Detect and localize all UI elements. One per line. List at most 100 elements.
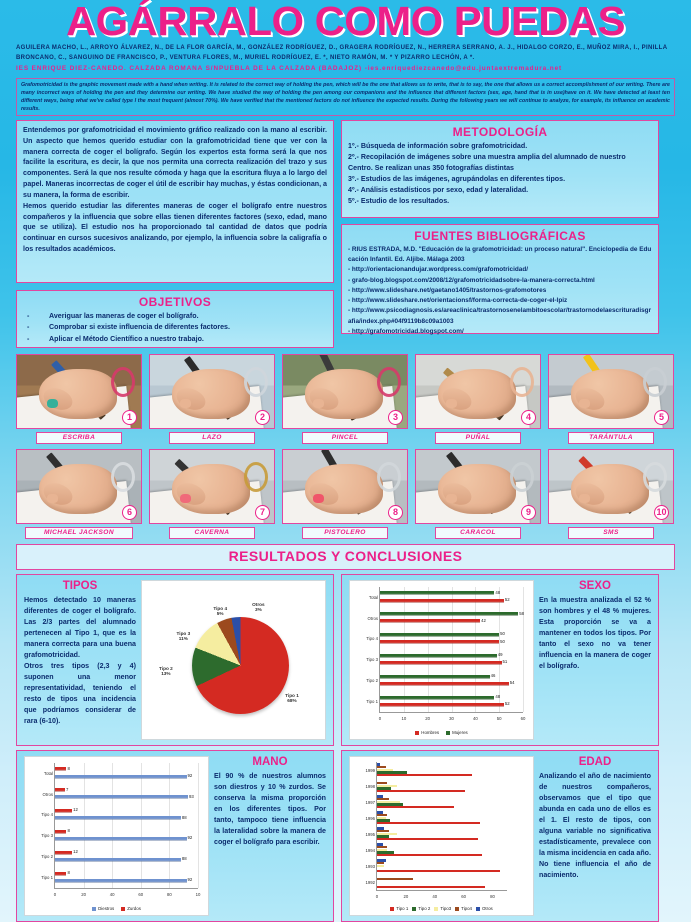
wrist-band: [111, 461, 135, 492]
fingernail: [313, 493, 324, 503]
bar: [55, 857, 181, 862]
photo-number-badge: 1: [122, 409, 137, 425]
bar: [377, 861, 385, 865]
bar: [55, 829, 67, 834]
photo-row: 1 ESCRIBA 2 LAZO 3 PINCEL 4 PUÑAL 5 TARÁNTULA: [16, 353, 675, 444]
axis-tick-label: 20: [403, 893, 409, 899]
hand-grip-photo[interactable]: 10: [548, 448, 674, 524]
bar-value-label: 46: [490, 673, 496, 679]
fingernail: [180, 398, 191, 408]
bar: [377, 864, 385, 867]
category-label: 1992: [365, 879, 375, 885]
hand-grip-photo[interactable]: 4: [415, 353, 541, 429]
list-item[interactable]: - http://www.slideshare.net/gaetano1405/…: [348, 286, 547, 294]
fingernail: [47, 398, 58, 408]
bar-group: Tipo 3 8 92: [41, 825, 198, 846]
hand-grip-photo[interactable]: 8: [282, 448, 408, 524]
bar-value-label: 52: [504, 596, 510, 602]
bar: [377, 845, 388, 849]
results-section-header: RESULTADOS Y CONCLUSIONES: [16, 543, 675, 570]
bar: [377, 838, 479, 841]
bar-group: 1998: [365, 778, 507, 794]
photo-label: SMS: [568, 526, 654, 539]
photo-cell: 8 PISTOLERO: [282, 448, 408, 539]
mano-text-block: MANO El 90 % de nuestros alumnos son die…: [214, 756, 326, 916]
hand-grip-photo[interactable]: 7: [149, 448, 275, 524]
wrist-band: [510, 461, 534, 492]
methodology-panel: METODOLOGÍA 1º.- Búsqueda de información…: [341, 119, 659, 218]
hand-grip-photo[interactable]: 6: [16, 448, 142, 524]
list-item[interactable]: - http://orientacionandujar.wordpress.co…: [348, 266, 529, 274]
bar: [377, 774, 473, 777]
list-item[interactable]: - http://grafomotricidad.blogspot.com/: [348, 327, 464, 335]
category-label: Tipo 1: [366, 698, 378, 704]
list-item: 3º.- Estudios de las imágenes, agrupándo…: [348, 175, 566, 184]
photo-cell: 10 SMS: [548, 448, 674, 539]
tipos-pie-chart: Tipo 1 68% Tipo 2 13% Tipo 3 11% Tipo 4 5% Otros…: [141, 579, 326, 740]
bar: [55, 809, 73, 814]
affiliation-line: IES ENRIQUE DIEZ-CANEDO. CALZADA ROMANA …: [16, 64, 563, 72]
wrist-band: [643, 461, 667, 492]
category-label: 1993: [365, 863, 375, 869]
legend-item: Mujeres: [446, 730, 468, 735]
chart-legend: Diestros Zurdos: [25, 906, 208, 911]
bar: [55, 878, 187, 883]
photo-label: PINCEL: [302, 431, 388, 444]
category-label: Tipo 3: [41, 833, 53, 839]
pie-slice-label: Tipo 2 13%: [159, 665, 173, 677]
category-label: Tipo 2: [41, 854, 53, 860]
photo-grid: 1 ESCRIBA 2 LAZO 3 PINCEL 4 PUÑAL 5 TARÁNTULA 6 MI…: [16, 353, 675, 539]
bar-value-label: 51: [502, 659, 508, 665]
bar-group: 1997: [365, 794, 507, 810]
bar: [380, 695, 495, 700]
fingernail: [579, 493, 590, 503]
bar: [380, 640, 500, 645]
legend-item: Tipo 1: [390, 906, 408, 911]
photo-label: LAZO: [169, 431, 255, 444]
hand-grip-photo[interactable]: 3: [282, 353, 408, 429]
bar: [377, 784, 398, 787]
bar: [377, 797, 389, 801]
bar: [377, 787, 392, 790]
fingernail: [446, 398, 457, 408]
bar-value-label: 52: [504, 701, 510, 707]
list-item[interactable]: - http://www.psicodiagnosis.es/areaclini…: [348, 307, 652, 325]
tipos-paragraph-1: Hemos detectado 10 maneras diferentes de…: [24, 595, 136, 659]
bar: [377, 765, 386, 769]
bar-value-label: 8: [67, 828, 70, 834]
bar: [377, 763, 380, 766]
introduction-panel: Entendemos por grafomotricidad el movimi…: [16, 119, 334, 283]
bar-group: Tipo 3 49 51: [366, 649, 523, 670]
bar: [377, 771, 408, 774]
axis-tick-label: 40: [432, 893, 438, 899]
hand-grip-photo[interactable]: 9: [415, 448, 541, 524]
abstract-box: Grafomotricidad is the graphic movement …: [16, 77, 675, 116]
bar-value-label: 92: [187, 835, 193, 841]
photo-cell: 7 CAVERNA: [149, 448, 275, 539]
axis-tick-label: 0: [375, 893, 379, 899]
category-label: Tipo 4: [366, 636, 378, 642]
photo-number-badge: 10: [654, 504, 669, 520]
fingernail: [446, 493, 457, 503]
bar: [380, 612, 519, 617]
list-item[interactable]: - http://www.slideshare.net/orientacions…: [348, 297, 568, 305]
list-item: 4º.- Análisis estadísticos por sexo, eda…: [348, 186, 529, 195]
hand-grip-photo[interactable]: 5: [548, 353, 674, 429]
bar: [55, 795, 188, 800]
bar: [380, 591, 495, 596]
list-item: 5º.- Estudio de los resultados.: [348, 197, 450, 206]
hand-grip-photo[interactable]: 1: [16, 353, 142, 429]
hand-grip-photo[interactable]: 2: [149, 353, 275, 429]
bar-value-label: 12: [73, 849, 78, 855]
category-label: Tipo 4: [41, 812, 53, 818]
plot-area: 0 20 40 60 80 1992 1993 1994 1995 1996 1997 1998 199…: [365, 761, 507, 899]
bar-value-label: 12: [73, 807, 78, 813]
list-item[interactable]: - grafo-blog.blogspot.com/2008/12/grafom…: [348, 276, 595, 284]
category-label: 1994: [365, 847, 375, 853]
results-header-label: RESULTADOS Y CONCLUSIONES: [228, 547, 463, 564]
methodology-title: METODOLOGÍA: [452, 124, 548, 139]
bar-group: Total 48 52: [369, 587, 523, 608]
bar-value-label: 88: [181, 856, 187, 862]
bar: [377, 832, 398, 835]
